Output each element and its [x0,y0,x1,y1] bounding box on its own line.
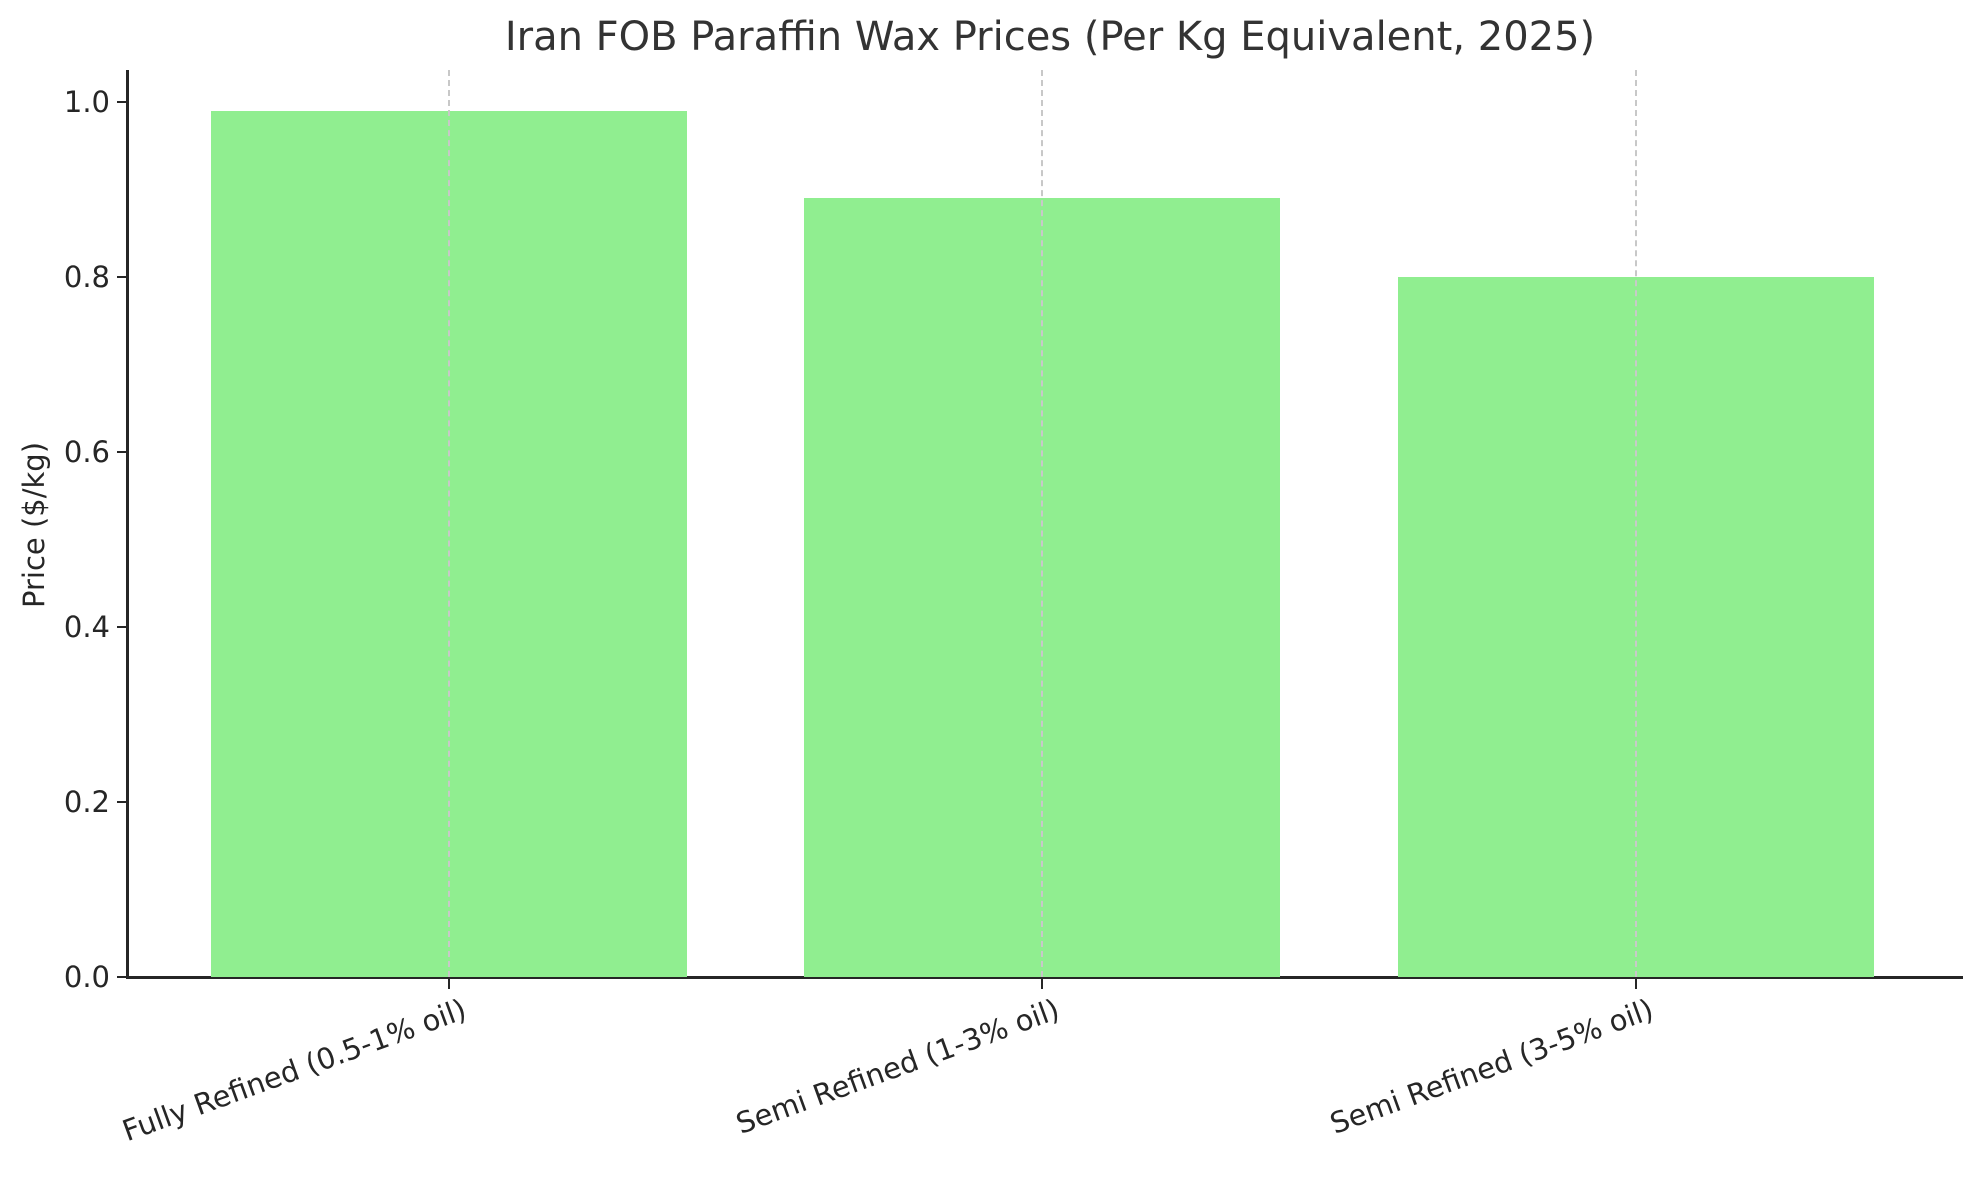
x-axis-line [126,976,1963,979]
y-tick-mark [117,101,127,103]
x-tick-mark [1635,978,1637,989]
x-tick-label: Semi Refined (1-3% oil) [731,992,1064,1141]
y-tick-label: 0.6 [63,435,110,469]
x-gridline [448,70,450,977]
x-tick-mark [448,978,450,989]
x-tick-label: Fully Refined (0.5-1% oil) [117,992,471,1149]
chart-title: Iran FOB Paraffin Wax Prices (Per Kg Equ… [504,14,1596,60]
y-tick-label: 0.0 [63,960,110,994]
x-gridline [1041,70,1043,977]
y-tick-mark [117,451,127,453]
y-tick-mark [117,276,127,278]
y-tick-mark [117,801,127,803]
x-tick-label: Semi Refined (3-5% oil) [1325,992,1658,1141]
y-tick-label: 0.4 [63,610,110,644]
y-axis-line [126,70,129,979]
y-tick-label: 1.0 [63,85,110,119]
y-tick-mark [117,626,127,628]
y-tick-label: 0.2 [63,785,110,819]
y-tick-mark [117,976,127,978]
y-tick-label: 0.8 [63,260,110,294]
x-gridline [1635,70,1637,977]
x-tick-mark [1041,978,1043,989]
